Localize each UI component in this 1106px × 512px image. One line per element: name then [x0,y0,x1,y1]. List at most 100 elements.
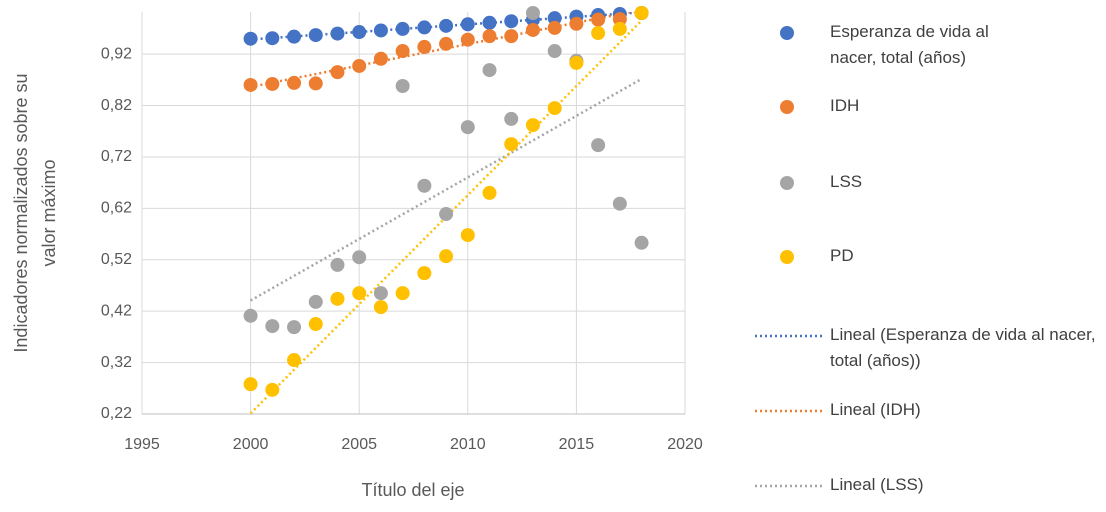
point [569,16,584,31]
point [265,319,280,334]
point [373,286,388,301]
point [634,235,649,250]
point [330,257,345,272]
point [439,36,454,51]
point [612,12,627,27]
x-tick-label: 2015 [559,436,595,453]
point [287,75,302,90]
points [243,6,649,397]
y-tick-label: 0,32 [101,354,132,371]
point [439,207,454,222]
point [308,294,323,309]
y-tick-label: 0,92 [101,45,132,62]
point [547,20,562,35]
point [504,29,519,44]
trendline [249,19,643,414]
point [395,21,410,36]
point [352,25,367,40]
x-tick-label: 1995 [124,436,160,453]
legend-marker [780,26,794,40]
y-tick-label: 0,42 [101,302,132,319]
point [352,250,367,265]
y-axis-title: Indicadores normalizados sobre su [11,73,31,352]
point [569,55,584,70]
point [243,77,258,92]
point [373,51,388,66]
point [482,63,497,78]
point [439,18,454,33]
point [460,32,475,47]
y-tick-label: 0,72 [101,148,132,165]
y-axis-title: valor máximo [39,159,59,266]
point [547,11,562,26]
x-tick-label: 2010 [450,436,486,453]
labels: 0,22 0,32 0,42 0,52 0,62 0,72 0,82 0,92 1995 2000… [101,45,703,453]
legend-label: Lineal (IDH) [830,400,921,419]
point [330,291,345,306]
point [525,22,540,37]
point [417,266,432,281]
point [612,196,627,211]
legend-label: IDH [830,96,860,115]
legend-marker [780,100,794,114]
point [243,377,258,392]
point [373,300,388,315]
point [504,137,519,152]
point [591,138,606,153]
point [591,26,606,41]
x-tick-label: 2005 [341,436,377,453]
point [612,21,627,36]
point [287,320,302,335]
trendline [250,12,638,89]
point [243,31,258,46]
point [308,317,323,332]
point [243,308,258,323]
point [265,76,280,91]
point [395,286,410,301]
y-tick-label: 0,52 [101,251,132,268]
point [460,120,475,135]
point [308,76,323,91]
point [417,178,432,193]
point [504,111,519,126]
point [330,65,345,80]
point [352,58,367,73]
point [417,39,432,54]
legend-label: Lineal (LSS) [830,475,924,494]
point [634,6,649,20]
legend-label: LSS [830,172,863,191]
legend-label: PD [830,246,854,265]
point [439,249,454,264]
grid [141,12,686,415]
point [547,44,562,59]
legend-label: Lineal (Esperanza de vida al nacer, tota… [830,325,1096,370]
legend [755,26,822,488]
point [460,17,475,32]
y-tick-label: 0,62 [101,200,132,217]
y-tick-label: 0,82 [101,97,132,114]
point [395,44,410,59]
x-tick-label: 2000 [233,436,269,453]
point [525,118,540,133]
point [482,185,497,200]
point [265,382,280,397]
x-tick-label: 2020 [667,436,703,453]
point [308,28,323,43]
point [373,23,388,38]
trendline [249,77,643,302]
point [265,31,280,46]
point [352,286,367,301]
point [482,29,497,44]
point [460,228,475,243]
point [330,26,345,41]
legend-marker [780,250,794,264]
point [525,6,540,20]
legend-marker [780,176,794,190]
point [417,20,432,35]
point [504,14,519,29]
point [287,353,302,368]
point [287,29,302,44]
point [591,12,606,27]
